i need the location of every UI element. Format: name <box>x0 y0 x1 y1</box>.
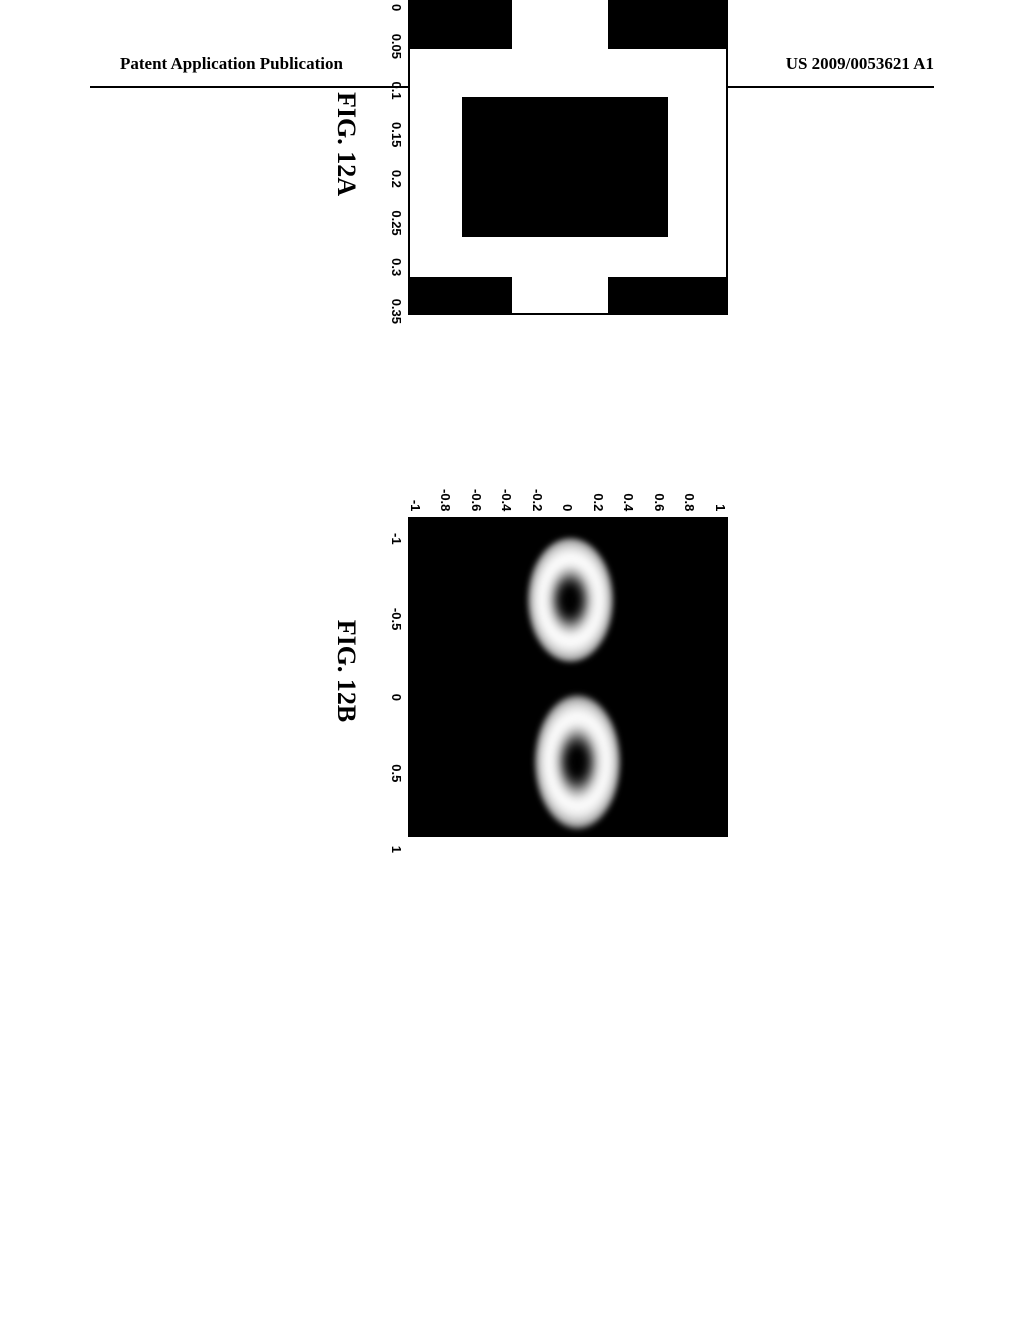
y-tick: 1 <box>713 504 728 511</box>
y-tick: -0.4 <box>500 489 515 511</box>
caption-12a: FIG. 12A <box>331 92 361 196</box>
figures-row: 0.35 0.3 0.25 0.2 0.15 0.1 0.05 0 0 0.05… <box>331 0 728 853</box>
x-tick: 0.2 <box>389 170 404 188</box>
x-tick: 0 <box>389 4 404 11</box>
y-tick: -0.8 <box>439 489 454 511</box>
x-axis-12b: -1 -0.5 0 0.5 1 <box>389 533 408 853</box>
intensity-blob-left <box>528 539 613 663</box>
y-tick: -1 <box>408 500 423 512</box>
figure-12b: 1 0.8 0.6 0.4 0.2 0 -0.2 -0.4 -0.6 -0.8 … <box>331 489 728 853</box>
figure-12a: 0.35 0.3 0.25 0.2 0.15 0.1 0.05 0 0 0.05… <box>331 0 728 324</box>
intensity-plot-12b <box>408 517 728 837</box>
x-tick: 0.5 <box>389 764 404 782</box>
intensity-blob-right <box>535 696 620 829</box>
x-tick: 1 <box>389 846 404 853</box>
x-tick: 0.3 <box>389 258 404 276</box>
x-tick: 0.15 <box>389 122 404 147</box>
x-axis-12a: 0 0.05 0.1 0.15 0.2 0.25 0.3 0.35 <box>389 4 408 324</box>
x-tick: 0.25 <box>389 210 404 235</box>
y-tick: 0.4 <box>622 493 637 511</box>
plot-12b: 1 0.8 0.6 0.4 0.2 0 -0.2 -0.4 -0.6 -0.8 … <box>408 489 728 853</box>
y-tick: -0.6 <box>469 489 484 511</box>
x-tick: 0.35 <box>389 299 404 324</box>
y-tick: 0.6 <box>652 493 667 511</box>
caption-12b: FIG. 12B <box>331 620 361 723</box>
y-tick: 0.2 <box>591 493 606 511</box>
x-tick: -1 <box>389 533 404 545</box>
plot-12a: 0.35 0.3 0.25 0.2 0.15 0.1 0.05 0 <box>408 0 728 324</box>
y-tick: -0.2 <box>530 489 545 511</box>
x-tick: 0.1 <box>389 81 404 99</box>
y-axis-12b: 1 0.8 0.6 0.4 0.2 0 -0.2 -0.4 -0.6 -0.8 … <box>408 489 728 517</box>
mask-plot-12a <box>408 0 728 315</box>
x-tick: 0.05 <box>389 34 404 59</box>
x-tick: -0.5 <box>389 608 404 630</box>
header-left: Patent Application Publication <box>120 54 343 74</box>
y-tick: 0.8 <box>683 493 698 511</box>
x-tick: 0 <box>389 694 404 701</box>
y-tick: 0 <box>561 504 576 511</box>
header-right: US 2009/0053621 A1 <box>786 54 934 74</box>
